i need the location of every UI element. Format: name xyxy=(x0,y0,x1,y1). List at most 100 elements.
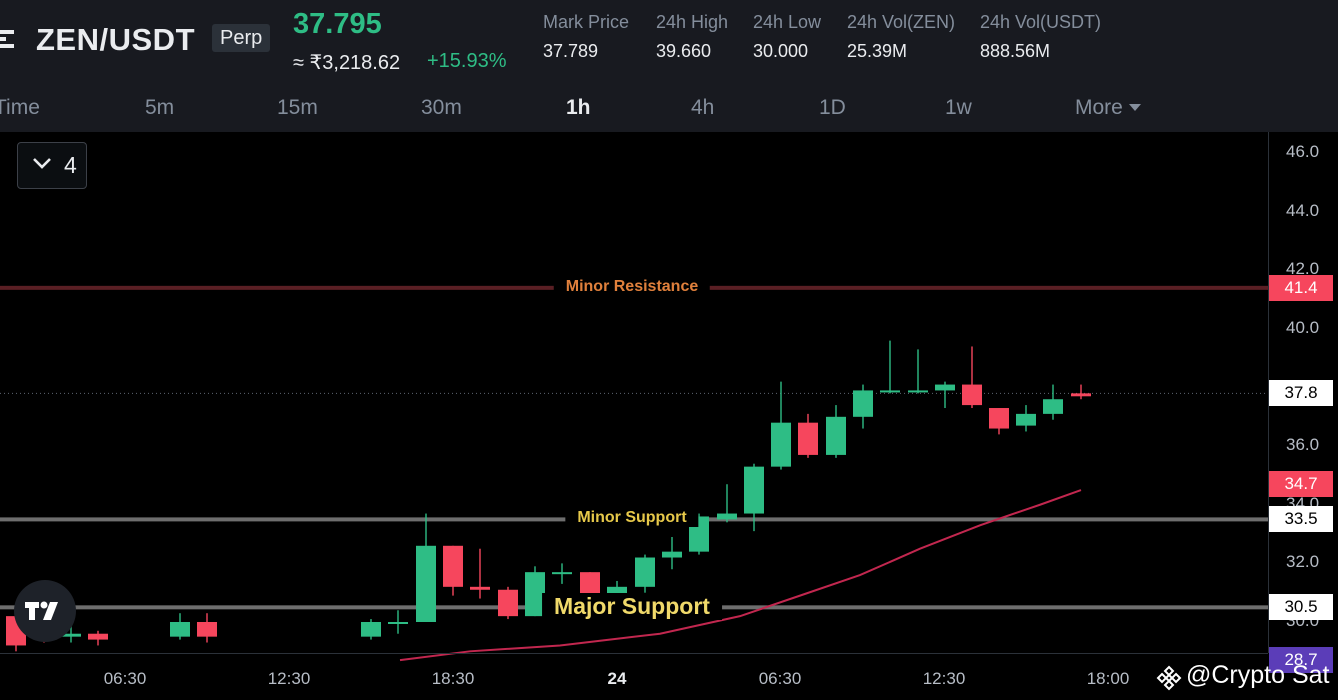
tab-4h[interactable]: 4h xyxy=(691,96,715,119)
candle-body xyxy=(1071,393,1091,397)
indicator-price-tag: 28.7 xyxy=(1269,647,1333,674)
time-tick-label: 24 xyxy=(607,669,627,688)
fiat-price: ≈ ₹3,218.62 xyxy=(293,52,401,74)
candle xyxy=(170,613,190,640)
time-tick-label: 18:00 xyxy=(1086,669,1130,688)
candle xyxy=(989,408,1009,435)
candle xyxy=(1043,384,1063,420)
level-label: Minor Resistance xyxy=(553,277,711,296)
candle-body xyxy=(388,622,408,624)
stat-label: 24h High xyxy=(656,12,729,32)
candle-body xyxy=(552,572,572,575)
price-tick-label: 40.0 xyxy=(1286,317,1320,337)
candle-body xyxy=(908,390,928,393)
price-tick-label: 32.0 xyxy=(1286,552,1320,572)
candle xyxy=(443,545,463,596)
tradingview-logo-icon xyxy=(14,580,76,642)
candle-body xyxy=(962,384,982,406)
candle-body xyxy=(61,633,81,637)
candle xyxy=(361,619,381,640)
candle xyxy=(744,463,764,532)
candle xyxy=(88,630,108,646)
time-tick-label: 18:30 xyxy=(431,669,475,688)
candle-body xyxy=(443,545,463,587)
candle xyxy=(717,484,737,523)
time-tick-label: 12:30 xyxy=(922,669,966,688)
level-price-tag: 30.5 xyxy=(1269,594,1333,621)
level-price-tag: 33.5 xyxy=(1269,506,1333,533)
time-tick-label: 06:30 xyxy=(758,669,802,688)
stat-value: 25.39M xyxy=(847,41,908,61)
candle-body xyxy=(361,622,381,637)
price-axis-divider xyxy=(1268,132,1269,653)
tab-more[interactable]: More xyxy=(1075,96,1141,120)
candle-body xyxy=(525,572,545,617)
price-tick-label: 44.0 xyxy=(1286,200,1320,220)
tab-time[interactable]: Time xyxy=(0,96,40,119)
price-chart[interactable]: 46.0 44.0 42.0 40.0 36.0 34.0 32.0 30.0 06:30 12… xyxy=(0,132,1338,700)
tab-1w[interactable]: 1w xyxy=(945,96,972,119)
contract-type-badge: Perp xyxy=(212,24,271,52)
price-tick-label: 36.0 xyxy=(1286,435,1320,455)
stat-24h-high: 24h High 39.660 xyxy=(656,12,728,62)
candle-body xyxy=(853,390,873,417)
candle-body xyxy=(662,551,682,558)
candle-body xyxy=(989,408,1009,429)
candle-body xyxy=(744,466,764,514)
watermark-text: @Crypto Sat xyxy=(1186,661,1330,689)
candle xyxy=(197,613,217,643)
candle xyxy=(525,566,545,617)
stat-mark-price: Mark Price 37.789 xyxy=(543,12,629,62)
stat-label: 24h Vol(ZEN) xyxy=(847,12,956,32)
candle xyxy=(416,513,436,622)
candle-body xyxy=(635,557,655,587)
stat-value: 30.000 xyxy=(753,41,809,61)
moving-average-line xyxy=(399,489,1082,662)
candle-body xyxy=(498,589,518,617)
candle xyxy=(498,586,518,620)
menu-logo-icon[interactable] xyxy=(0,28,20,50)
candle xyxy=(798,413,818,458)
candle xyxy=(1071,384,1091,400)
candle xyxy=(635,554,655,593)
candle-body xyxy=(197,622,217,637)
candle xyxy=(826,405,846,458)
stat-label: Mark Price xyxy=(543,12,630,32)
candle xyxy=(470,548,490,599)
tab-more-label: More xyxy=(1075,96,1123,119)
binance-logo-icon xyxy=(1156,665,1182,691)
level-label: Major Support xyxy=(542,593,722,621)
candle-body xyxy=(470,586,490,590)
time-tick-label: 12:30 xyxy=(267,669,311,688)
candle-body xyxy=(170,622,190,637)
tab-1h[interactable]: 1h xyxy=(566,96,591,119)
candle-body xyxy=(826,416,846,455)
candle xyxy=(552,563,572,584)
tab-15m[interactable]: 15m xyxy=(277,96,318,119)
candle xyxy=(935,381,955,409)
candle xyxy=(662,536,682,570)
caret-down-icon xyxy=(1128,104,1141,111)
price-change-percent: +15.93% xyxy=(427,50,507,72)
indicator-toggle-button[interactable]: 4 xyxy=(17,142,87,189)
candle xyxy=(388,610,408,634)
candle-body xyxy=(798,422,818,455)
stat-label: 24h Low xyxy=(753,12,822,32)
candle xyxy=(880,340,900,394)
time-axis-divider xyxy=(0,653,1268,654)
pair-name[interactable]: ZEN/USDT xyxy=(36,22,195,57)
timeframe-bar: Time 5m 15m 30m 1h 4h 1D 1w More xyxy=(0,86,1338,132)
price-tick-label: 42.0 xyxy=(1286,259,1320,279)
last-price: 37.795 xyxy=(293,8,382,40)
candle-body xyxy=(771,422,791,467)
current-price-tag: 37.8 xyxy=(1269,380,1333,407)
tab-5m[interactable]: 5m xyxy=(145,96,175,119)
candle xyxy=(1016,405,1036,432)
candle xyxy=(962,346,982,409)
level-label: Minor Support xyxy=(565,509,699,528)
tab-30m[interactable]: 30m xyxy=(421,96,462,119)
indicator-count: 4 xyxy=(64,152,77,178)
stat-24h-vol-zen: 24h Vol(ZEN) 25.39M xyxy=(847,12,955,62)
tab-1d[interactable]: 1D xyxy=(819,96,846,119)
stat-24h-low: 24h Low 30.000 xyxy=(753,12,821,62)
